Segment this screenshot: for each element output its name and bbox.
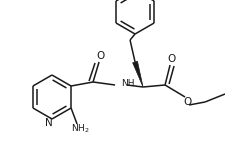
Text: NH$_2$: NH$_2$ [71, 123, 89, 135]
Text: N: N [45, 118, 53, 128]
Text: O: O [167, 54, 175, 64]
Text: O: O [183, 97, 191, 107]
Polygon shape [133, 61, 143, 87]
Text: O: O [96, 51, 104, 61]
Text: NH: NH [121, 80, 135, 89]
